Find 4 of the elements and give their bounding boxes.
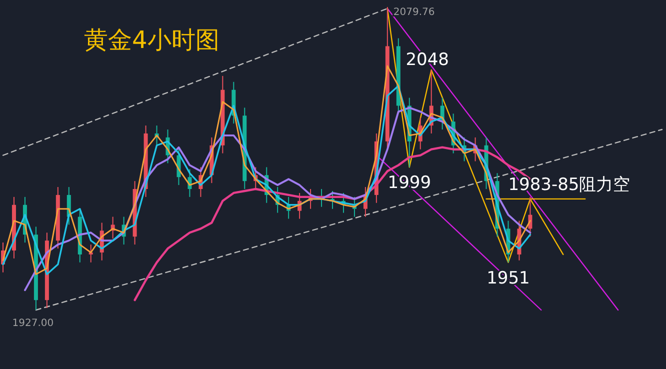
text: 黄金4小时图: [84, 26, 220, 54]
annotation: 2079.76: [393, 7, 435, 18]
annotation: 1927.00: [12, 318, 54, 329]
candlestick: [88, 244, 93, 263]
